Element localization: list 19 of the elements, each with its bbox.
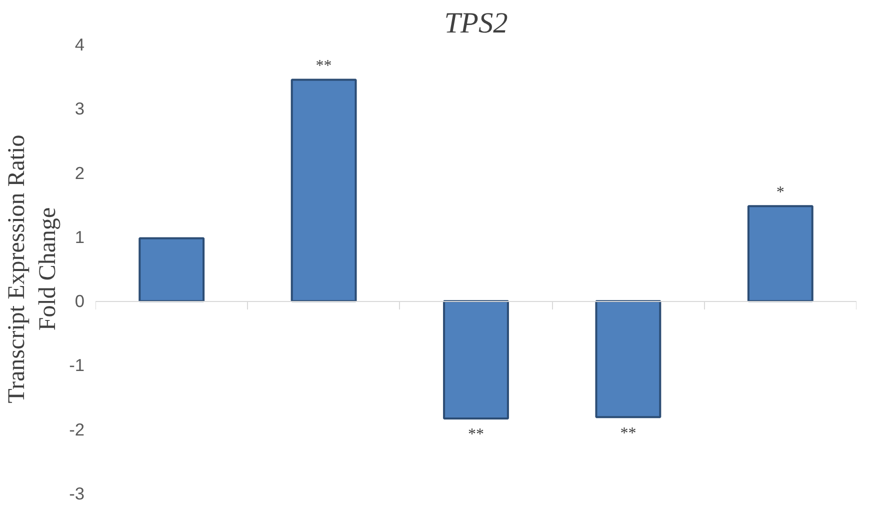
bar: [443, 300, 509, 420]
y-axis-title: Transcript Expression Ratio Fold Change: [4, 134, 62, 404]
y-tick-label: 1: [74, 226, 85, 247]
y-tick-label: 4: [74, 34, 85, 54]
y-tick-label: -3: [69, 484, 85, 504]
data-label: **: [316, 58, 332, 75]
y-tick-label: 3: [74, 98, 85, 119]
y-tick-label: 2: [74, 162, 85, 183]
chart-title: TPS2: [444, 8, 508, 40]
y-tick-label: -2: [69, 419, 85, 440]
bar: [595, 300, 662, 418]
data-label: *: [776, 184, 784, 202]
data-label: **: [620, 424, 636, 442]
data-label: **: [468, 426, 484, 444]
bar: [290, 78, 357, 302]
y-tick-label: -1: [69, 355, 85, 376]
bar: [138, 237, 205, 302]
bar: [747, 205, 814, 302]
y-tick-label: 0: [74, 291, 85, 312]
